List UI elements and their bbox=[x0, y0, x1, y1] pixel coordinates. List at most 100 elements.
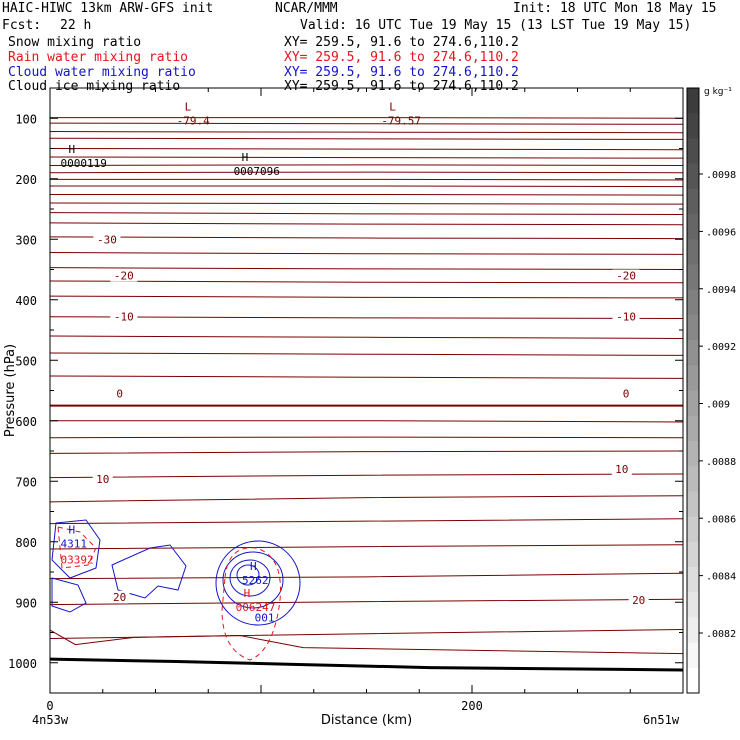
contour-label-bg bbox=[110, 310, 138, 323]
colorbar-label: .0098 bbox=[706, 170, 736, 181]
x-axis-label: Distance (km) bbox=[321, 713, 412, 728]
y-tick-label: 300 bbox=[15, 233, 37, 247]
x-tick-label: 200 bbox=[461, 699, 483, 713]
temperature-contour-32 bbox=[49, 598, 684, 606]
extremum-value: 03392 bbox=[61, 553, 94, 566]
extremum-value: 001 bbox=[255, 611, 275, 624]
temperature-contour-13 bbox=[49, 222, 684, 226]
colorbar-swatch bbox=[687, 239, 699, 265]
temperature-contour-2 bbox=[49, 131, 684, 134]
section-end-label: 6n51w bbox=[643, 713, 680, 727]
colorbar-swatch bbox=[687, 365, 699, 391]
contour-label-bg bbox=[612, 269, 640, 282]
temperature-contour-17 bbox=[49, 280, 684, 284]
forecast-hour: 22 h bbox=[60, 18, 92, 33]
extremum-value: 5262 bbox=[242, 574, 269, 587]
plot-border bbox=[49, 87, 684, 694]
colorbar-swatch bbox=[687, 466, 699, 492]
field-name-snow: Snow mixing ratio bbox=[8, 35, 142, 50]
terrain-line bbox=[49, 657, 684, 672]
extremum-marker: H bbox=[244, 587, 251, 600]
extremum-value: 006247 bbox=[236, 601, 276, 614]
contour-layer bbox=[49, 117, 684, 672]
temperature-contour-15 bbox=[49, 252, 684, 255]
temperature-contour-18 bbox=[49, 295, 684, 299]
rain-contour-mid bbox=[221, 547, 281, 661]
colorbar-label: .009 bbox=[706, 400, 730, 411]
temperature-contour-0 bbox=[50, 117, 684, 119]
y-tick-label: 200 bbox=[15, 173, 37, 187]
colorbar-swatch bbox=[687, 289, 699, 316]
extremum-value: 0007096 bbox=[234, 165, 280, 178]
y-axis-label: Pressure (hPa) bbox=[3, 344, 18, 437]
temperature-contour-26 bbox=[49, 450, 684, 454]
contour-label: -10 bbox=[114, 311, 134, 324]
colorbar-swatch bbox=[687, 113, 699, 139]
y-tick-label: 700 bbox=[15, 475, 37, 489]
extremum-marker: H bbox=[69, 143, 76, 156]
init-time: Init: 18 UTC Mon 18 May 15 bbox=[513, 1, 717, 16]
extremum-marker: L bbox=[389, 101, 396, 114]
temperature-contour-31 bbox=[49, 572, 684, 580]
field-name-cloud-ice: Cloud ice mixing ratio bbox=[8, 79, 181, 94]
y-tick-label: 400 bbox=[15, 294, 37, 308]
contour-label: -10 bbox=[616, 311, 636, 324]
colorbar-swatch bbox=[687, 163, 699, 190]
field-name-rain: Rain water mixing ratio bbox=[8, 50, 189, 65]
temperature-contour-30 bbox=[49, 544, 684, 550]
colorbar-swatch bbox=[687, 516, 699, 543]
valid-time: Valid: 16 UTC Tue 19 May 15 (13 LST Tue … bbox=[300, 18, 692, 33]
plot-frame bbox=[49, 87, 684, 694]
colorbar-label: .0092 bbox=[706, 342, 736, 353]
contour-label: 0 bbox=[116, 388, 123, 401]
cloud-water-contour-inner bbox=[236, 564, 260, 586]
model-title: HAIC-HIWC 13km ARW-GFS init bbox=[2, 1, 214, 16]
field-xy-rain: XY= 259.5, 91.6 to 274.6,110.2 bbox=[284, 50, 519, 65]
temperature-contour-14 bbox=[49, 236, 684, 240]
temperature-contour-22 bbox=[49, 375, 684, 379]
colorbar-swatch bbox=[687, 592, 699, 618]
temperature-contour-11 bbox=[49, 202, 684, 205]
contour-label-bg bbox=[611, 463, 632, 476]
temperature-contour-28 bbox=[49, 495, 684, 503]
colorbar: g kg⁻¹ .0098 .0096 .0094 .0092 .009 .0088 .0086… bbox=[686, 87, 736, 694]
temperature-contour-9 bbox=[50, 185, 684, 188]
contour-label-bg bbox=[628, 593, 649, 606]
extremum-value: -79.57 bbox=[381, 115, 421, 128]
extremum-marker: H bbox=[69, 524, 76, 537]
surface-contour bbox=[49, 629, 684, 655]
temperature-contour-8 bbox=[50, 178, 684, 181]
y-tick-label: 500 bbox=[15, 354, 37, 368]
temperature-contour-24 bbox=[50, 420, 684, 423]
cloud-water-contour-left bbox=[51, 519, 101, 579]
extremum-value: -79.4 bbox=[177, 115, 210, 128]
temperature-contour-6 bbox=[49, 164, 684, 166]
contour-label: -30 bbox=[97, 233, 117, 246]
contour-label-bg bbox=[93, 233, 121, 246]
colorbar-swatch bbox=[687, 340, 699, 366]
y-tick-label: 600 bbox=[15, 415, 37, 429]
contour-label-bg bbox=[92, 472, 113, 485]
temperature-contour-5 bbox=[49, 156, 684, 159]
x-tick-label: 0 bbox=[46, 699, 53, 713]
colorbar-label: .0084 bbox=[706, 572, 736, 583]
contour-label: 10 bbox=[96, 473, 109, 486]
temperature-contour-1 bbox=[49, 122, 684, 125]
colorbar-swatch bbox=[687, 138, 699, 165]
org-label: NCAR/MMM bbox=[275, 1, 338, 16]
colorbar-swatch bbox=[687, 214, 699, 240]
contour-label: 10 bbox=[615, 463, 628, 476]
contour-label: 20 bbox=[113, 591, 126, 604]
colorbar-swatch bbox=[687, 415, 699, 442]
forecast-label: Fcst: bbox=[2, 18, 42, 33]
section-start-label: 4n53w bbox=[32, 713, 69, 727]
colorbar-swatch bbox=[687, 541, 699, 568]
cloud-water-contour-2 bbox=[222, 551, 284, 609]
colorbar-label: .0082 bbox=[706, 629, 736, 640]
temperature-contour-16 bbox=[49, 267, 684, 270]
temperature-contour-25 bbox=[49, 436, 684, 439]
colorbar-unit: g kg⁻¹ bbox=[704, 87, 732, 97]
contour-label-bg bbox=[612, 310, 640, 323]
